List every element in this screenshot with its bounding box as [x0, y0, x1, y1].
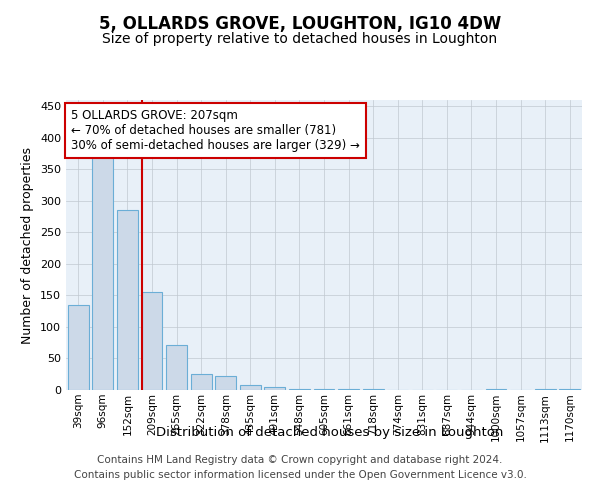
Text: Contains HM Land Registry data © Crown copyright and database right 2024.
Contai: Contains HM Land Registry data © Crown c…: [74, 455, 526, 480]
Bar: [314, 388, 334, 390]
Bar: [289, 388, 310, 390]
Bar: [92, 154, 113, 390]
Text: 5, OLLARDS GROVE, LOUGHTON, IG10 4DW: 5, OLLARDS GROVE, LOUGHTON, IG10 4DW: [99, 15, 501, 33]
Bar: [166, 344, 187, 390]
Bar: [215, 376, 236, 390]
Bar: [68, 305, 89, 390]
Bar: [191, 374, 212, 390]
Bar: [265, 387, 286, 390]
Text: Distribution of detached houses by size in Loughton: Distribution of detached houses by size …: [157, 426, 503, 439]
Text: 5 OLLARDS GROVE: 207sqm
← 70% of detached houses are smaller (781)
30% of semi-d: 5 OLLARDS GROVE: 207sqm ← 70% of detache…: [71, 108, 360, 152]
Y-axis label: Number of detached properties: Number of detached properties: [22, 146, 34, 344]
Bar: [117, 210, 138, 390]
Bar: [142, 292, 163, 390]
Text: Size of property relative to detached houses in Loughton: Size of property relative to detached ho…: [103, 32, 497, 46]
Bar: [559, 388, 580, 390]
Bar: [240, 385, 261, 390]
